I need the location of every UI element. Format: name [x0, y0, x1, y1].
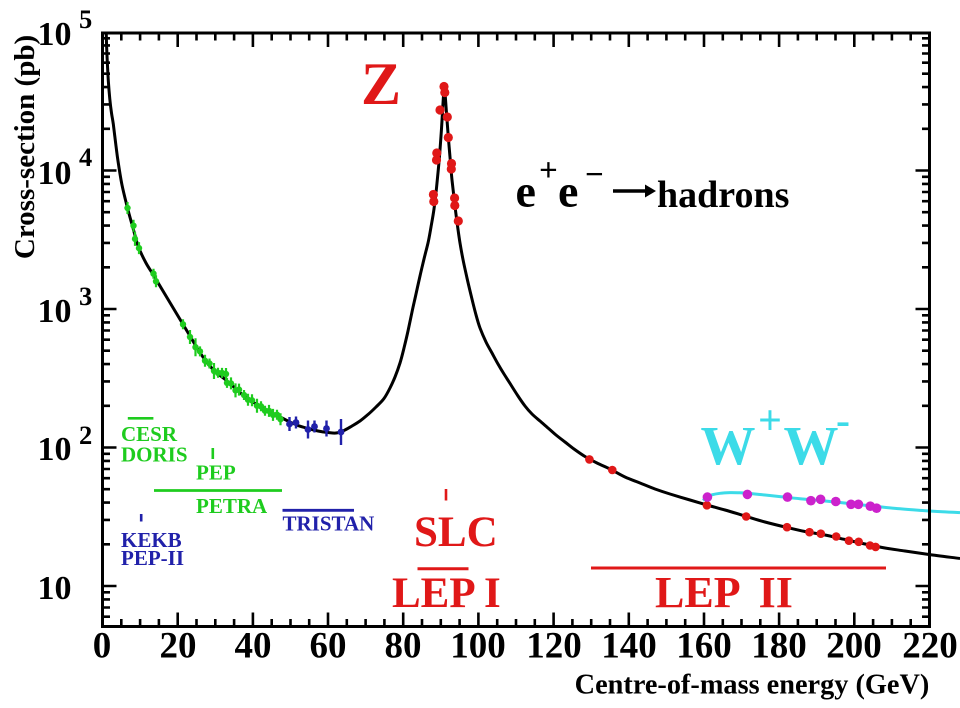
svg-text:W: W [784, 415, 839, 476]
svg-text:220: 220 [902, 626, 958, 667]
svg-text:2: 2 [79, 420, 92, 450]
svg-text:180: 180 [751, 626, 807, 667]
svg-text:LEP I: LEP I [392, 570, 501, 617]
svg-text:-: - [836, 398, 850, 444]
svg-text:PETRA: PETRA [196, 494, 268, 518]
svg-text:+: + [539, 153, 558, 189]
svg-text:PEP-II: PEP-II [121, 546, 184, 570]
svg-text:10: 10 [38, 570, 72, 607]
svg-text:4: 4 [79, 142, 92, 172]
svg-text:80: 80 [385, 626, 422, 667]
svg-text:10: 10 [38, 155, 72, 192]
svg-text:20: 20 [160, 626, 197, 667]
svg-text:10: 10 [38, 293, 72, 330]
svg-text:e: e [558, 166, 578, 217]
svg-text:CESR: CESR [121, 422, 178, 446]
svg-text:200: 200 [826, 626, 882, 667]
svg-text:100: 100 [450, 626, 506, 667]
svg-text:W: W [701, 415, 756, 476]
svg-text:10: 10 [38, 431, 72, 468]
svg-text:10: 10 [38, 16, 72, 53]
svg-text:TRISTAN: TRISTAN [283, 512, 375, 536]
svg-text:−: − [585, 157, 604, 193]
svg-text:SLC: SLC [414, 509, 498, 556]
svg-text:0: 0 [93, 626, 112, 667]
svg-text:60: 60 [310, 626, 347, 667]
svg-text:120: 120 [526, 626, 582, 667]
svg-text:3: 3 [79, 281, 92, 311]
svg-text:140: 140 [601, 626, 657, 667]
svg-text:5: 5 [79, 4, 92, 34]
svg-text:Cross-section (pb): Cross-section (pb) [9, 35, 41, 259]
svg-text:Centre-of-mass energy (GeV): Centre-of-mass energy (GeV) [575, 670, 930, 701]
svg-text:+: + [758, 398, 782, 444]
svg-text:40: 40 [235, 626, 272, 667]
svg-text:DORIS: DORIS [121, 443, 188, 467]
svg-text:PEP: PEP [196, 461, 236, 485]
svg-text:Z: Z [361, 51, 401, 117]
svg-text:KEKB: KEKB [121, 528, 182, 552]
svg-text:160: 160 [676, 626, 732, 667]
svg-text:e: e [516, 166, 536, 217]
svg-text:hadrons: hadrons [657, 174, 789, 216]
